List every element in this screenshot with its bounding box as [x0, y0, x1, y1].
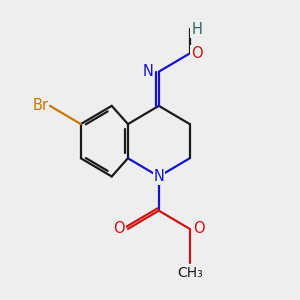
Text: CH₃: CH₃: [177, 266, 203, 280]
Text: O: O: [113, 221, 125, 236]
Text: N: N: [153, 169, 164, 184]
Text: O: O: [193, 221, 204, 236]
Text: H: H: [191, 22, 202, 37]
Text: N: N: [143, 64, 154, 79]
Text: O: O: [191, 46, 203, 61]
Text: Br: Br: [32, 98, 48, 113]
